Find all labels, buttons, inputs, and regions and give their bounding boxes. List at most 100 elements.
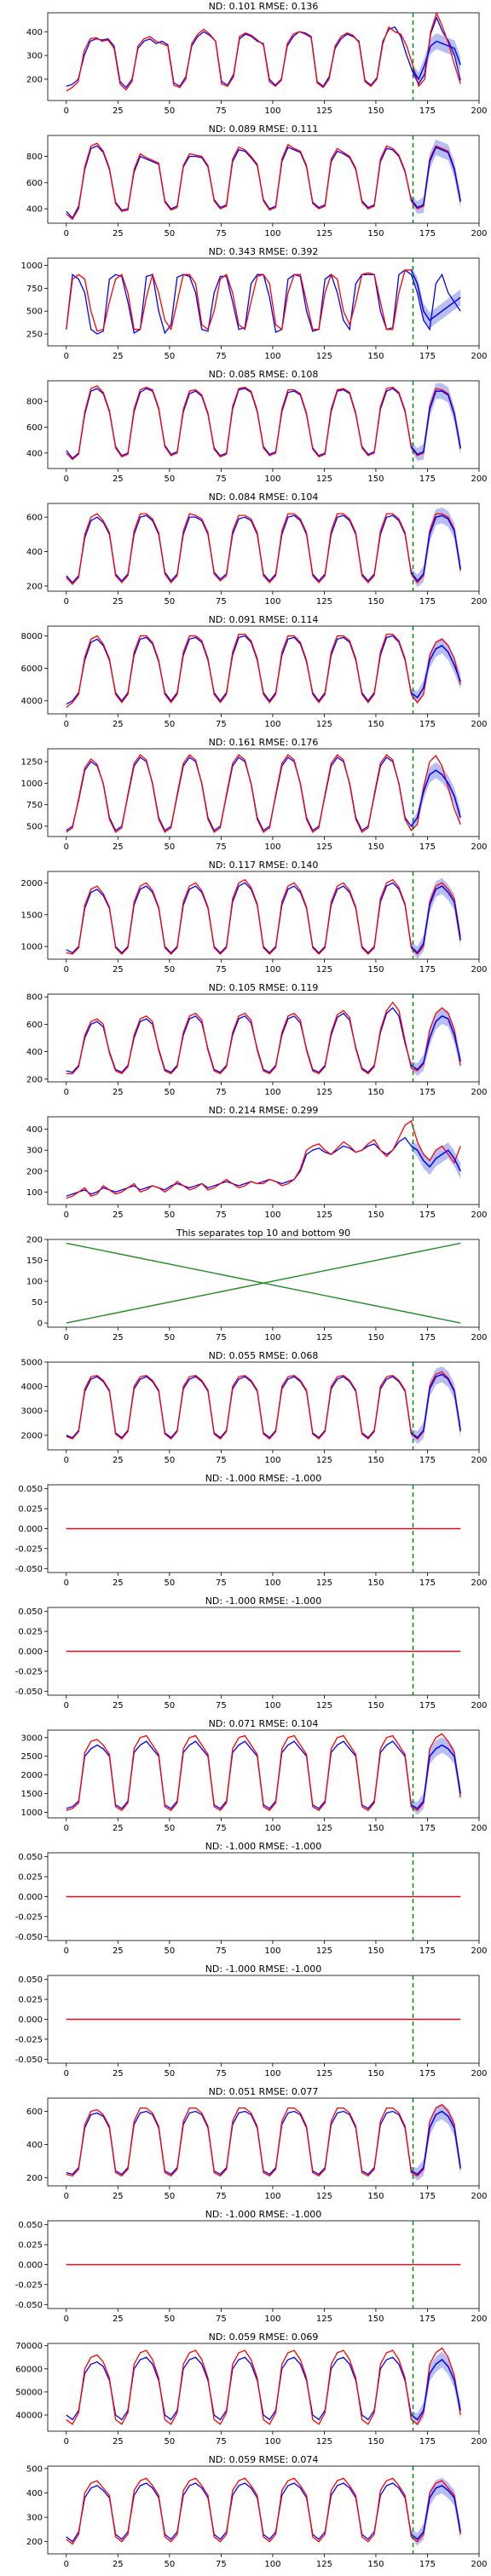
x-tick-label: 75 (216, 474, 227, 484)
x-tick-label: 100 (264, 597, 280, 607)
chart-title: ND: -1.000 RMSE: -1.000 (205, 1964, 322, 1975)
x-tick-label: 75 (216, 1578, 227, 1588)
chart-title: ND: 0.117 RMSE: 0.140 (209, 860, 319, 871)
fitted-line (66, 269, 461, 335)
y-tick-label: 0.050 (18, 2221, 43, 2230)
chart-20: ND: 0.059 RMSE: 0.069 0 25 50 75 100 125 150 175… (15, 2332, 487, 2447)
plot-area (66, 258, 461, 346)
x-tick-label: 175 (419, 1946, 436, 1956)
x-tick-label: 125 (316, 2069, 332, 2079)
x-tick-label: 175 (419, 965, 436, 975)
y-tick-label: -0.025 (15, 1544, 43, 1554)
x-tick-label: 150 (367, 1456, 384, 1465)
x-tick-label: 150 (367, 2069, 384, 2079)
x-tick-label: 150 (367, 842, 384, 852)
x-tick-label: 175 (419, 2192, 436, 2201)
forecast-line (410, 515, 461, 583)
y-tick-label: 50 (32, 1298, 43, 1308)
y-tick-label: 600 (26, 179, 43, 188)
x-tick-label: 0 (64, 1946, 69, 1956)
x-tick-label: 175 (419, 1088, 436, 1097)
y-tick-label: 600 (26, 2107, 43, 2117)
x-tick-label: 150 (367, 2437, 384, 2447)
x-tick-label: 25 (113, 1088, 124, 1097)
plot-frame (47, 12, 480, 101)
x-tick-label: 125 (316, 2192, 332, 2201)
chart-title: ND: 0.101 RMSE: 0.136 (209, 1, 319, 12)
plot-frame (47, 1239, 480, 1328)
y-tick-label: 300 (26, 2514, 43, 2523)
plot-area (66, 1117, 461, 1205)
x-tick-label: 0 (64, 597, 69, 607)
y-tick-label: 400 (26, 449, 43, 458)
x-tick-label: 175 (419, 720, 436, 729)
x-tick-label: 0 (64, 1333, 69, 1343)
y-tick-label: 500 (26, 308, 43, 317)
y-tick-label: 70000 (15, 2342, 43, 2351)
x-tick-label: 50 (164, 965, 175, 975)
x-tick-label: 200 (471, 2069, 487, 2079)
x-tick-label: 25 (113, 474, 124, 484)
x-tick-label: 100 (264, 842, 280, 852)
y-tick-label: 600 (26, 423, 43, 433)
chart-title: ND: 0.161 RMSE: 0.176 (209, 737, 319, 748)
x-tick-label: 100 (264, 352, 280, 361)
y-tick-label: 750 (26, 801, 43, 810)
actual-line (66, 1001, 461, 1075)
x-tick-label: 200 (471, 1333, 487, 1343)
x-tick-label: 125 (316, 1824, 332, 1833)
plot-area (66, 2343, 461, 2431)
x-tick-label: 150 (367, 965, 384, 975)
y-tick-label: 3000 (21, 1407, 43, 1417)
plot-area (66, 1242, 461, 1324)
x-tick-label: 50 (164, 1701, 175, 1711)
y-tick-label: 1000 (21, 943, 43, 952)
x-tick-label: 175 (419, 2560, 436, 2569)
forecast-line (410, 390, 461, 456)
x-tick-label: 0 (64, 842, 69, 852)
chart-16: ND: -1.000 RMSE: -1.000 0 25 50 75 100 125 150 1… (15, 1841, 488, 1956)
actual-line (66, 513, 461, 585)
x-tick-label: 150 (367, 474, 384, 484)
y-tick-label: 400 (26, 28, 43, 37)
y-tick-label: 4000 (21, 697, 43, 706)
x-tick-label: 50 (164, 1210, 175, 1220)
x-tick-label: 75 (216, 2192, 227, 2201)
x-tick-label: 75 (216, 597, 227, 607)
chart-5: ND: 0.084 RMSE: 0.104 0 25 50 75 100 125 150 175… (26, 492, 488, 607)
x-tick-label: 175 (419, 352, 436, 361)
y-tick-label: 0.050 (18, 1975, 43, 1985)
x-tick-label: 200 (471, 1456, 487, 1465)
y-tick-label: 300 (26, 1147, 43, 1156)
x-tick-label: 75 (216, 720, 227, 729)
uncertainty-band (411, 637, 461, 704)
x-tick-label: 150 (367, 1333, 384, 1343)
x-tick-label: 25 (113, 229, 124, 239)
plot-frame (47, 871, 480, 960)
x-tick-label: 75 (216, 2560, 227, 2569)
x-tick-label: 200 (471, 106, 487, 116)
y-tick-label: -0.025 (15, 1667, 43, 1676)
chart-title: ND: 0.089 RMSE: 0.111 (209, 124, 319, 135)
x-tick-label: 100 (264, 2560, 280, 2569)
actual-line (66, 754, 461, 833)
x-tick-label: 100 (264, 1578, 280, 1588)
x-tick-label: 75 (216, 1456, 227, 1465)
x-tick-label: 125 (316, 1456, 332, 1465)
x-tick-label: 125 (316, 1946, 332, 1956)
x-tick-label: 25 (113, 1824, 124, 1833)
chart-title: ND: 0.105 RMSE: 0.119 (209, 982, 319, 993)
y-tick-label: 1500 (21, 911, 43, 920)
y-tick-label: 0.000 (18, 1647, 43, 1657)
x-tick-label: 125 (316, 2437, 332, 2447)
x-tick-label: 150 (367, 2560, 384, 2569)
y-tick-label: 4000 (21, 1383, 43, 1392)
x-tick-label: 50 (164, 1088, 175, 1097)
fitted-line (66, 1007, 461, 1073)
plot-area (66, 1607, 461, 1695)
plot-frame (47, 2097, 480, 2187)
y-tick-label: 3000 (21, 1734, 43, 1743)
x-tick-label: 0 (64, 106, 69, 116)
y-tick-label: 100 (26, 1188, 43, 1198)
x-tick-label: 25 (113, 597, 124, 607)
